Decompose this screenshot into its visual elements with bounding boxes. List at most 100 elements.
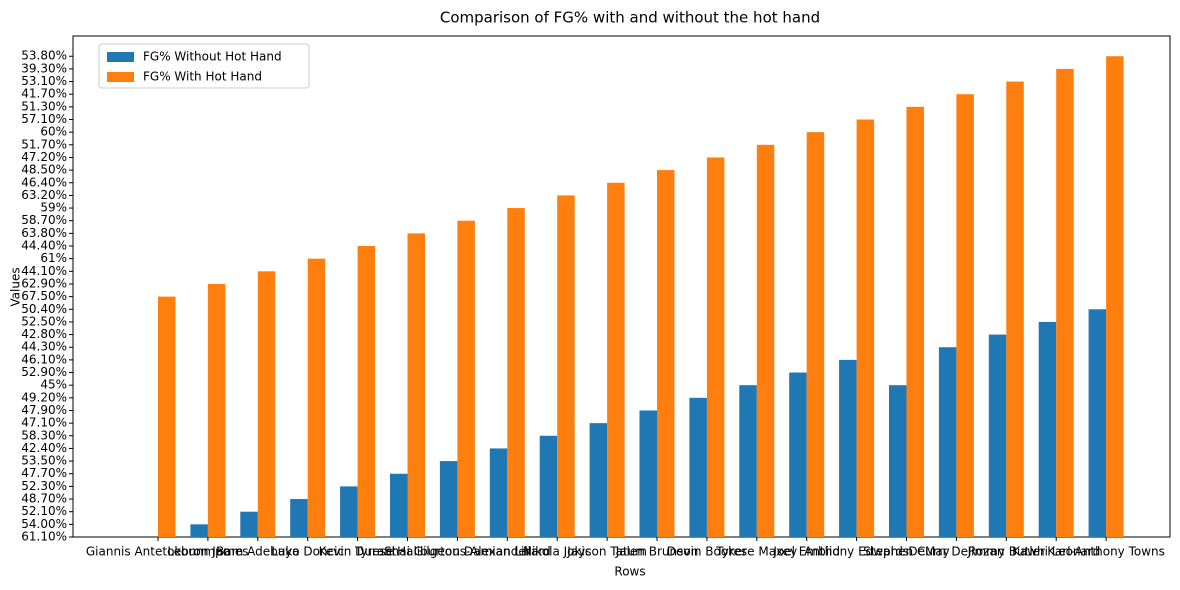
bar <box>988 334 1007 537</box>
x-tick-label: Luka Doncic <box>271 545 344 559</box>
x-tick-label: Jayson Tatum <box>566 545 647 559</box>
bar <box>307 258 326 537</box>
bar <box>956 94 974 538</box>
bar <box>906 106 924 538</box>
y-tick-label: 63.20% <box>21 188 67 202</box>
legend-swatch <box>107 72 134 82</box>
bar <box>856 119 875 537</box>
bar <box>407 233 425 537</box>
y-tick-label: 49.20% <box>21 390 67 404</box>
x-tick-label: Tyrese Haliburton <box>354 545 460 559</box>
y-tick-label: 53.10% <box>21 74 67 88</box>
x-tick-label: Anthony Edwards <box>804 545 909 559</box>
y-tick-label: 50.40% <box>21 302 67 316</box>
bar <box>507 208 525 537</box>
bar <box>756 144 775 537</box>
legend-swatch <box>107 52 134 62</box>
bar <box>889 385 907 537</box>
x-tick-label: Kevin Durant <box>319 545 397 559</box>
y-tick-label: 39.30% <box>21 61 67 75</box>
bar <box>190 524 208 537</box>
y-tick-label: 44.30% <box>21 340 67 354</box>
y-tick-label: 48.70% <box>21 492 67 506</box>
y-tick-label: 42.80% <box>21 327 67 341</box>
x-tick-label: Stephen Curry <box>863 545 949 559</box>
y-tick-label: 52.90% <box>21 365 67 379</box>
x-tick-label: Karl-Anthony Towns <box>1047 545 1165 559</box>
legend-box <box>98 43 310 89</box>
bar <box>789 372 807 537</box>
y-tick-label: 52.10% <box>21 504 67 518</box>
x-tick-label: Devin Booker <box>667 545 747 559</box>
bar <box>839 359 857 537</box>
bar <box>739 385 757 537</box>
bar <box>240 511 258 537</box>
bar <box>207 283 226 537</box>
bar <box>439 461 458 537</box>
bar <box>357 246 376 538</box>
x-tick-label: Damian Lillard <box>464 545 551 559</box>
y-tick-label: 42.40% <box>21 441 67 455</box>
bar <box>340 486 358 537</box>
legend-label: FG% With Hot Hand <box>143 70 262 84</box>
bar <box>390 473 408 537</box>
y-tick-label: 44.40% <box>21 239 67 253</box>
y-tick-label: 61.10% <box>21 530 67 544</box>
bar <box>557 195 575 537</box>
bar <box>257 271 276 537</box>
x-axis-label: Rows <box>614 565 645 579</box>
y-tick-label: 44.10% <box>21 264 67 278</box>
bar <box>1106 56 1124 537</box>
y-tick-label: 46.10% <box>21 352 67 366</box>
y-tick-label: 67.50% <box>21 289 67 303</box>
x-tick-label: Kawhi Leonard <box>1012 545 1100 559</box>
bar <box>689 397 707 537</box>
bar <box>1006 81 1024 537</box>
x-tick-label: Shai Gilgeous-Alexander <box>384 545 531 559</box>
y-tick-label: 59% <box>40 201 67 215</box>
y-tick-label: 53.50% <box>21 454 67 468</box>
y-tick-label: 51.30% <box>21 99 67 113</box>
bar <box>290 499 308 537</box>
y-tick-label: 54.00% <box>21 517 67 531</box>
bar <box>158 296 176 537</box>
x-tick-label: Tyrese Maxey <box>715 545 797 559</box>
y-tick-label: 61% <box>40 251 67 265</box>
y-tick-label: 63.80% <box>21 226 67 240</box>
y-tick-label: 47.10% <box>21 416 67 430</box>
chart-title: Comparison of FG% with and without the h… <box>440 9 820 27</box>
y-tick-label: 58.30% <box>21 428 67 442</box>
bar <box>589 423 608 537</box>
bar <box>806 132 825 537</box>
y-tick-label: 52.50% <box>21 314 67 328</box>
y-tick-label: 57.10% <box>21 112 67 126</box>
y-tick-label: 62.90% <box>21 276 67 290</box>
legend-label: FG% Without Hot Hand <box>143 50 282 64</box>
x-tick-label: DeMar DeRozan <box>908 545 1004 559</box>
y-tick-label: 58.70% <box>21 213 67 227</box>
y-tick-label: 48.50% <box>21 163 67 177</box>
y-tick-label: 47.70% <box>21 466 67 480</box>
y-tick-label: 53.80% <box>21 49 67 63</box>
x-tick-label: Joel Embiid <box>772 545 840 559</box>
y-tick-label: 47.20% <box>21 150 67 164</box>
y-tick-label: 41.70% <box>21 87 67 101</box>
y-tick-label: 47.90% <box>21 403 67 417</box>
bar <box>706 157 725 538</box>
y-tick-label: 52.30% <box>21 479 67 493</box>
x-tick-label: Bam Adebayo <box>216 545 300 559</box>
bar <box>607 182 625 537</box>
x-tick-label: Nikola Jokic <box>523 545 591 559</box>
bar <box>1056 68 1074 538</box>
y-tick-label: 60% <box>40 125 67 139</box>
bar <box>457 220 475 537</box>
bar <box>938 347 957 537</box>
bar <box>657 170 675 537</box>
y-axis-label: Values <box>9 267 23 306</box>
bar <box>539 435 558 537</box>
x-tick-label: Jalen Brunson <box>615 545 699 559</box>
bar <box>1088 309 1107 537</box>
x-tick-label: Jimmy Butler <box>967 545 1045 559</box>
bar <box>489 448 508 537</box>
